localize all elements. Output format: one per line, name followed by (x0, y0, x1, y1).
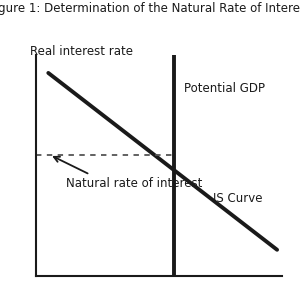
Text: Potential GDP: Potential GDP (184, 82, 265, 95)
Text: Natural rate of interest: Natural rate of interest (65, 177, 202, 190)
Text: IS Curve: IS Curve (213, 192, 262, 205)
Text: Figure 1: Determination of the Natural Rate of Interest: Figure 1: Determination of the Natural R… (0, 2, 300, 14)
Text: Real interest rate: Real interest rate (30, 45, 133, 57)
